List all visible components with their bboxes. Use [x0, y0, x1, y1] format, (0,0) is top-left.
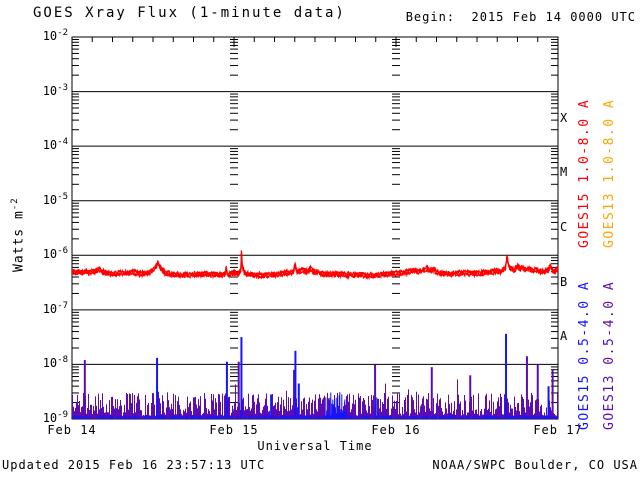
- legend-goes15-0-5-4-0-a: GOES15 0.5-4.0 A: [577, 280, 592, 430]
- legend-goes13-1-0-8-0-a: GOES13 1.0-8.0 A: [602, 98, 617, 248]
- flare-class-letter: M: [560, 165, 568, 180]
- flare-class-letter: B: [560, 274, 568, 289]
- legend-goes13-0-5-4-0-a: GOES13 0.5-4.0 A: [602, 280, 617, 430]
- x-tick-label: Feb 14: [47, 423, 97, 437]
- y-tick-label: 10-9: [42, 410, 68, 425]
- y-tick-label: 10-2: [42, 28, 68, 43]
- flare-class-letter: X: [560, 110, 568, 125]
- x-tick-label: Feb 16: [371, 423, 421, 437]
- x-axis-title: Universal Time: [257, 439, 373, 453]
- x-tick-label: Feb 17: [533, 423, 583, 437]
- y-tick-label: 10-5: [42, 191, 68, 207]
- updated-timestamp: Updated 2015 Feb 16 23:57:13 UTC: [2, 458, 266, 472]
- y-tick-label: 10-7: [42, 300, 68, 316]
- y-tick-label: 10-8: [42, 355, 68, 371]
- x-tick-label: Feb 15: [209, 423, 259, 437]
- flare-class-letter: C: [560, 220, 568, 234]
- begin-timestamp: Begin: 2015 Feb 14 0000 UTC: [405, 10, 636, 24]
- y-tick-label: 10-3: [42, 82, 68, 98]
- y-tick-label: 10-4: [42, 137, 68, 153]
- legend-goes15-1-0-8-0-a: GOES15 1.0-8.0 A: [577, 98, 592, 248]
- attribution: NOAA/SWPC Boulder, CO USA: [432, 458, 638, 472]
- y-tick-label: 10-6: [42, 246, 68, 262]
- chart-title: GOES Xray Flux (1-minute data): [33, 5, 346, 21]
- flare-class-letter: A: [560, 329, 568, 344]
- y-axis-title-text: Watts m: [11, 210, 27, 272]
